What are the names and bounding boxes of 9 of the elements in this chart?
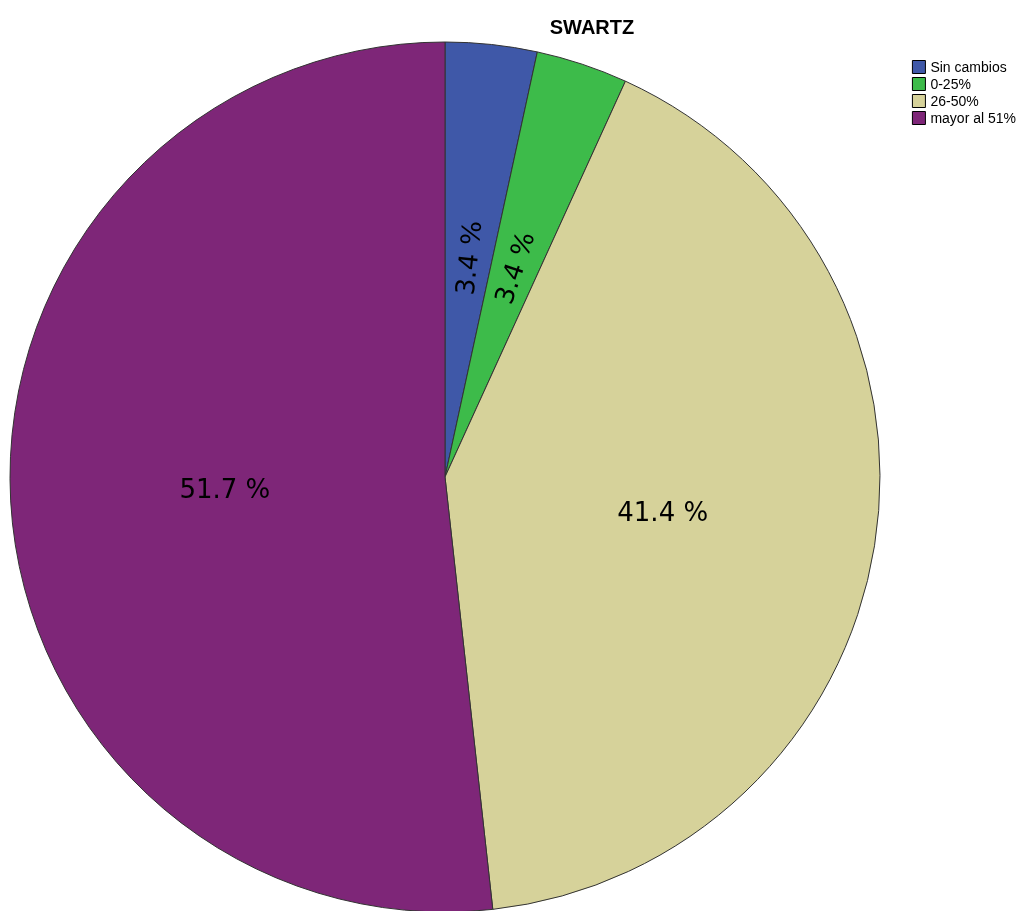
data-label: 3.4 %: [449, 219, 488, 297]
data-label: 3.4 %: [488, 227, 541, 308]
data-label: 51.7 %: [179, 474, 271, 505]
chart-title: SWARTZ: [549, 16, 635, 38]
legend-label: mayor al 51%: [930, 110, 1016, 126]
legend-label: 26-50%: [930, 93, 979, 109]
data-label: 41.4 %: [617, 496, 709, 527]
legend-label: Sin cambios: [930, 59, 1007, 75]
legend-label: 0-25%: [930, 76, 971, 92]
